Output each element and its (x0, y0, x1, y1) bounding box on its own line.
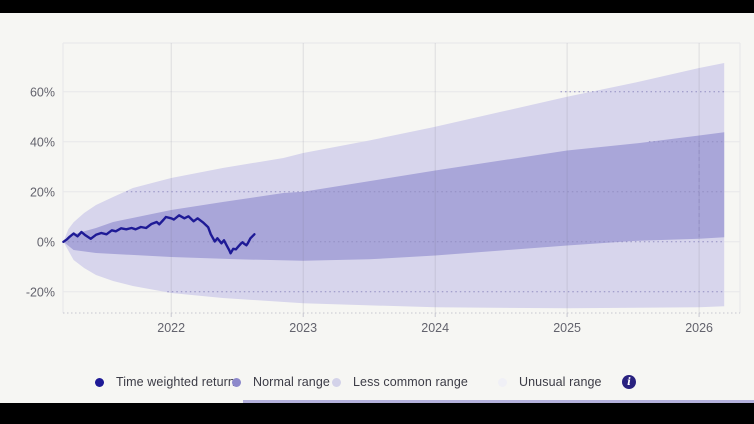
x-tick-label: 2023 (289, 321, 317, 335)
info-icon-glyph: i (627, 376, 631, 388)
legend-label-less-common-range: Less common range (353, 375, 468, 389)
chart-panel: 60% 40% 20% 0% -20% 2022 2023 2024 2025 2026 Time… (0, 13, 754, 403)
y-tick-label: 0% (37, 235, 55, 249)
x-tick-label: 2026 (685, 321, 713, 335)
legend-item-less-common-range: Less common range (332, 374, 468, 390)
legend-dot-unusual-range (498, 377, 507, 387)
projection-fan-chart[interactable]: 60% 40% 20% 0% -20% 2022 2023 2024 2025 2026 (0, 13, 754, 358)
x-tick-label: 2025 (553, 321, 581, 335)
legend-dot-less-common-range (332, 377, 341, 387)
y-tick-label: 20% (30, 185, 55, 199)
band-normal-range (63, 132, 725, 261)
legend-label-time-weighted-return: Time weighted return (116, 375, 235, 389)
info-icon[interactable]: i (622, 375, 636, 389)
legend-dot-normal-range (232, 377, 241, 387)
legend-item-unusual-range: Unusual range (498, 374, 602, 390)
y-tick-label: 40% (30, 135, 55, 149)
chart-legend: Time weighted return Normal range Less c… (0, 374, 754, 392)
legend-label-normal-range: Normal range (253, 375, 330, 389)
x-tick-label: 2022 (157, 321, 185, 335)
time-weighted-return-line (62, 214, 256, 255)
legend-item-time-weighted-return: Time weighted return (95, 374, 235, 390)
legend-dot-time-weighted-return (95, 377, 104, 387)
legend-label-unusual-range: Unusual range (519, 375, 602, 389)
y-tick-label: 60% (30, 85, 55, 99)
bottom-accent-strip (243, 400, 754, 403)
y-tick-label: -20% (26, 285, 55, 299)
legend-item-normal-range: Normal range (232, 374, 330, 390)
x-tick-label: 2024 (421, 321, 449, 335)
